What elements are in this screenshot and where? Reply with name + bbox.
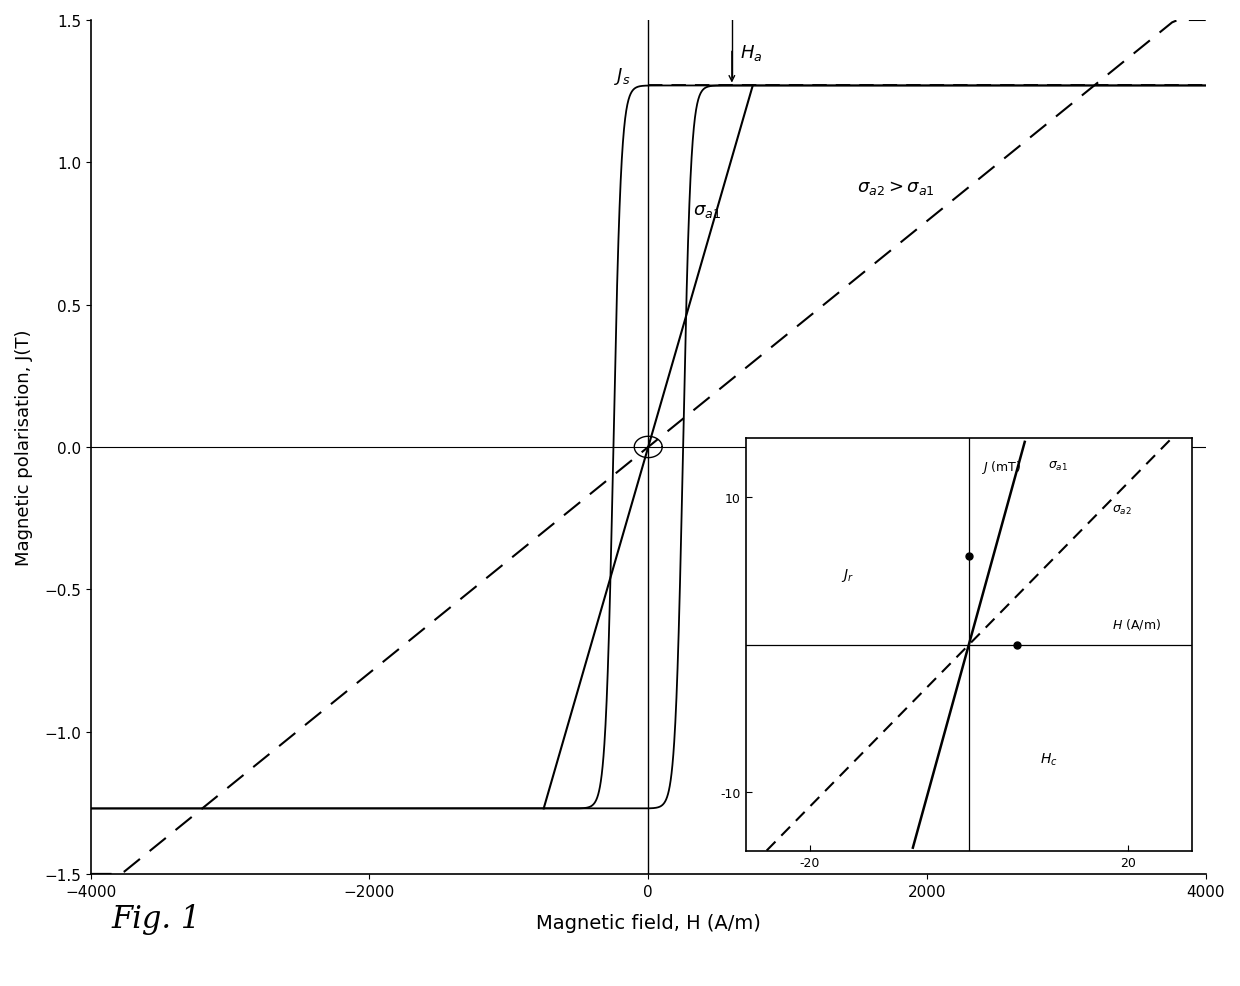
- Text: Fig. 1: Fig. 1: [112, 903, 201, 934]
- Y-axis label: Magnetic polarisation, J(T): Magnetic polarisation, J(T): [15, 329, 33, 566]
- Text: $\sigma_{a1}$: $\sigma_{a1}$: [693, 201, 720, 219]
- Text: $\sigma_{a2} > \sigma_{a1}$: $\sigma_{a2} > \sigma_{a1}$: [857, 178, 935, 196]
- Text: $J_s$: $J_s$: [614, 66, 630, 87]
- X-axis label: Magnetic field, H (A/m): Magnetic field, H (A/m): [536, 913, 760, 932]
- Text: $H_a$: $H_a$: [740, 43, 763, 63]
